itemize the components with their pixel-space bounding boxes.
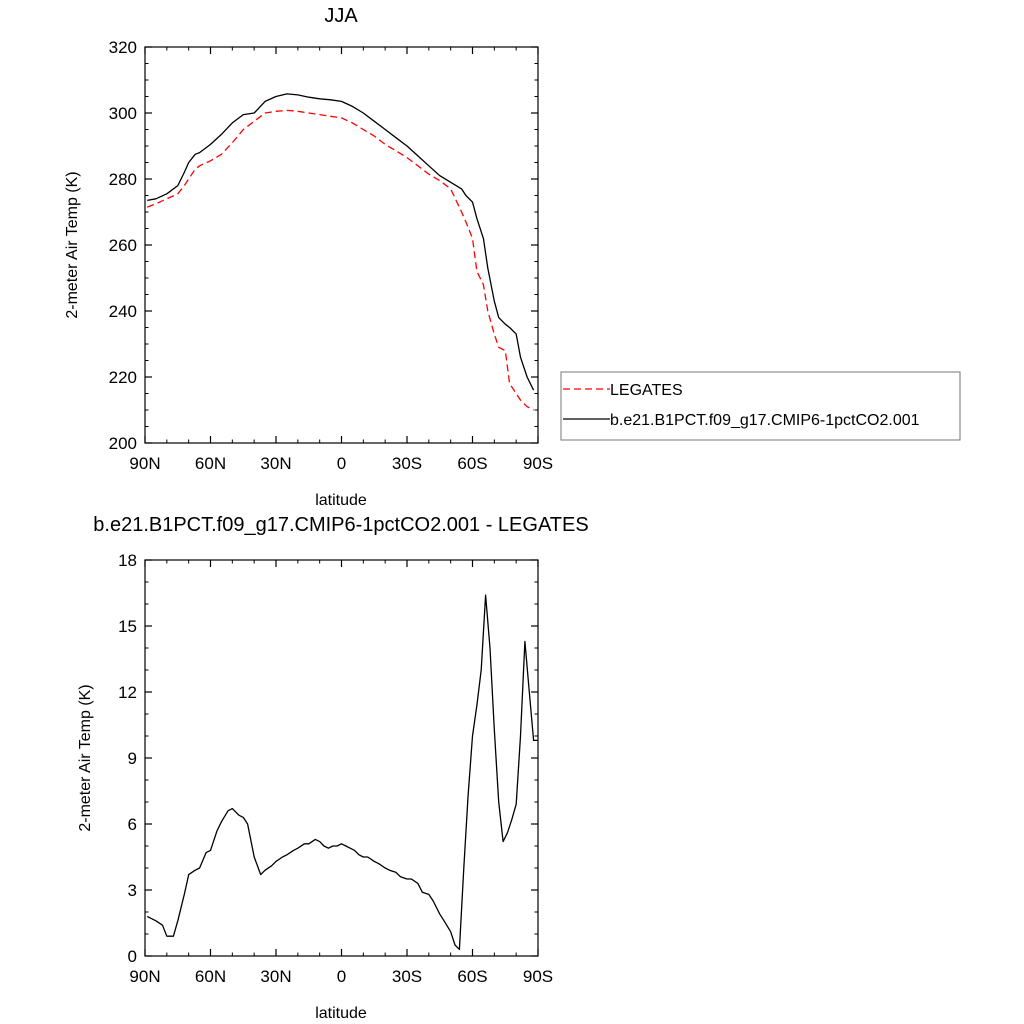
- bottom-y-tick-label: 12: [118, 683, 137, 702]
- top-x-tick-label: 60S: [457, 454, 487, 473]
- bottom-ticks: [144, 559, 539, 957]
- top-y-axis-title: 2-meter Air Temp (K): [64, 171, 81, 318]
- top-x-tick-label: 30S: [392, 454, 422, 473]
- top-panel: JJA 90N 60N 30N 0 30S 60S 90S 200 220 240 260 280 30…: [64, 5, 553, 509]
- top-tick-labels: 90N 60N 30N 0 30S 60S 90S 200 220 240 260 280 300 320: [109, 38, 554, 473]
- top-lines: [146, 93, 535, 411]
- top-y-tick-label: 220: [109, 368, 137, 387]
- top-series-line-0: [146, 109, 534, 411]
- top-plot-title: JJA: [324, 5, 358, 27]
- top-y-tick-label: 260: [109, 236, 137, 255]
- bottom-x-tick-label: 0: [337, 967, 346, 986]
- bottom-x-tick-label: 60N: [195, 967, 226, 986]
- bottom-x-tick-label: 60S: [457, 967, 487, 986]
- bottom-y-axis-title: 2-meter Air Temp (K): [77, 684, 94, 831]
- bottom-series-line-0: [146, 594, 538, 951]
- bottom-y-tick-label: 18: [118, 551, 137, 570]
- bottom-x-tick-label: 30S: [392, 967, 422, 986]
- top-x-tick-label: 90N: [129, 454, 160, 473]
- top-y-tick-label: 200: [109, 434, 137, 453]
- bottom-x-tick-label: 90S: [523, 967, 553, 986]
- bottom-panel: b.e21.B1PCT.f09_g17.CMIP6-1pctCO2.001 - …: [77, 514, 589, 1022]
- bottom-tick-labels: 90N 60N 30N 0 30S 60S 90S 0 3 6 9 12 15 18: [118, 551, 553, 986]
- top-x-tick-label: 30N: [260, 454, 291, 473]
- top-x-tick-label: 0: [337, 454, 346, 473]
- bottom-y-tick-label: 9: [128, 749, 137, 768]
- bottom-lines: [146, 594, 538, 951]
- legend-label-model: b.e21.B1PCT.f09_g17.CMIP6-1pctCO2.001: [610, 412, 920, 429]
- bottom-y-tick-label: 3: [128, 881, 137, 900]
- top-y-tick-label: 240: [109, 302, 137, 321]
- top-x-tick-label: 90S: [523, 454, 553, 473]
- legend-box: [560, 371, 961, 441]
- top-y-tick-label: 280: [109, 170, 137, 189]
- top-plot-frame: [144, 46, 539, 444]
- top-y-tick-label: 320: [109, 38, 137, 57]
- bottom-y-tick-label: 6: [128, 815, 137, 834]
- top-series-line-1: [147, 93, 535, 391]
- bottom-plot-frame: [144, 559, 539, 957]
- top-y-tick-label: 300: [109, 104, 137, 123]
- bottom-y-tick-label: 15: [118, 617, 137, 636]
- bottom-x-axis-title: latitude: [315, 1005, 367, 1022]
- bottom-x-tick-label: 30N: [260, 967, 291, 986]
- top-x-axis-title: latitude: [315, 492, 367, 509]
- top-x-tick-label: 60N: [195, 454, 226, 473]
- bottom-plot-title: b.e21.B1PCT.f09_g17.CMIP6-1pctCO2.001 - …: [93, 514, 588, 536]
- bottom-x-tick-label: 90N: [129, 967, 160, 986]
- bottom-y-tick-label: 0: [128, 947, 137, 966]
- legend: LEGATES b.e21.B1PCT.f09_g17.CMIP6-1pctCO…: [560, 371, 961, 441]
- legend-label-legates: LEGATES: [610, 382, 683, 399]
- top-ticks: [144, 46, 539, 444]
